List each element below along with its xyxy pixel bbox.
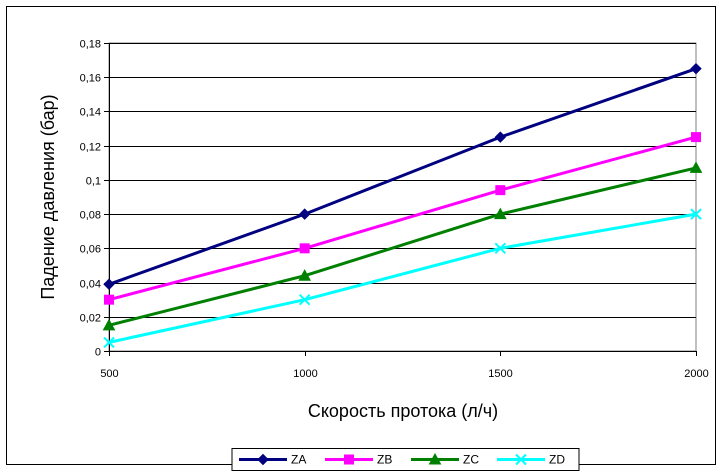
marker-zc-2 <box>493 207 507 220</box>
marker-za-1 <box>298 208 311 220</box>
legend-marker-za <box>257 453 269 466</box>
legend-label-za: ZA <box>291 453 306 467</box>
x-axis-title: Скорость протока (л/ч) <box>308 401 498 421</box>
marker-za-3 <box>690 62 702 75</box>
axes: 0 0,02 0,04 0,06 0,08 0,1 0,12 0,14 0,16 0,18 500 1… <box>80 39 709 381</box>
marker-zb-2 <box>495 185 506 196</box>
y-tick-label-8: 0,16 <box>80 73 101 85</box>
legend-label-zd: ZD <box>549 453 565 467</box>
marker-zd-2 <box>494 242 507 255</box>
x-tick-label-3: 2000 <box>684 368 708 380</box>
y-tick-label-4: 0,08 <box>80 210 101 222</box>
x-tick-label-0: 500 <box>100 368 118 380</box>
marker-zc-0 <box>102 318 116 331</box>
marker-zc-3 <box>689 161 703 173</box>
grid-lines <box>109 43 696 318</box>
marker-zd-0-stroke-b <box>103 336 115 349</box>
legend: ZA ZB ZC ZD <box>239 453 565 467</box>
y-tick-label-6: 0,12 <box>80 142 101 154</box>
y-tick-label-1: 0,02 <box>80 313 101 325</box>
legend-marker-zd <box>515 453 527 466</box>
plot-area <box>108 42 697 352</box>
legend-marker-zb <box>344 454 354 465</box>
marker-za-2 <box>494 131 507 143</box>
legend-marker-zc <box>428 452 442 465</box>
marker-zd-1 <box>298 293 311 306</box>
legend-marker-zd-stroke-b <box>515 453 527 466</box>
series-line-za <box>108 67 697 286</box>
legend-box <box>231 448 580 471</box>
legend-item-za: ZA <box>239 453 306 467</box>
legend-item-zc: ZC <box>411 453 479 467</box>
marker-zc-1 <box>298 269 312 281</box>
marker-za-0 <box>103 278 115 290</box>
marker-zb-0 <box>104 294 114 305</box>
y-tick-label-0: 0 <box>95 347 101 359</box>
series-line-zd <box>108 212 697 344</box>
x-tick-label-1: 1000 <box>293 368 317 380</box>
marker-zd-1-stroke-b <box>298 293 311 306</box>
marker-zb-3 <box>691 132 701 143</box>
marker-zb-1 <box>299 243 310 254</box>
y-tick-label-7: 0,14 <box>80 107 101 119</box>
y-tick-label-2: 0,04 <box>80 279 101 291</box>
legend-label-zc: ZC <box>463 453 479 467</box>
legend-label-zb: ZB <box>377 453 392 467</box>
marker-zd-2-stroke-b <box>494 242 507 255</box>
y-tick-label-5: 0,1 <box>86 176 101 188</box>
marker-zd-0 <box>103 336 115 349</box>
y-tick-label-3: 0,06 <box>80 244 101 256</box>
x-tick-label-2: 1500 <box>488 368 512 380</box>
legend-item-zb: ZB <box>325 453 392 467</box>
y-tick-label-9: 0,18 <box>80 39 101 51</box>
marker-zd-3-stroke-b <box>690 208 702 220</box>
series-markers <box>102 62 703 349</box>
series-line-zc <box>108 166 697 327</box>
legend-item-zd: ZD <box>497 453 565 467</box>
series-lines <box>108 67 697 344</box>
series-line-zb <box>108 135 697 302</box>
marker-zd-3 <box>690 208 702 220</box>
y-axis-title: Падение давления (бар) <box>38 94 58 299</box>
